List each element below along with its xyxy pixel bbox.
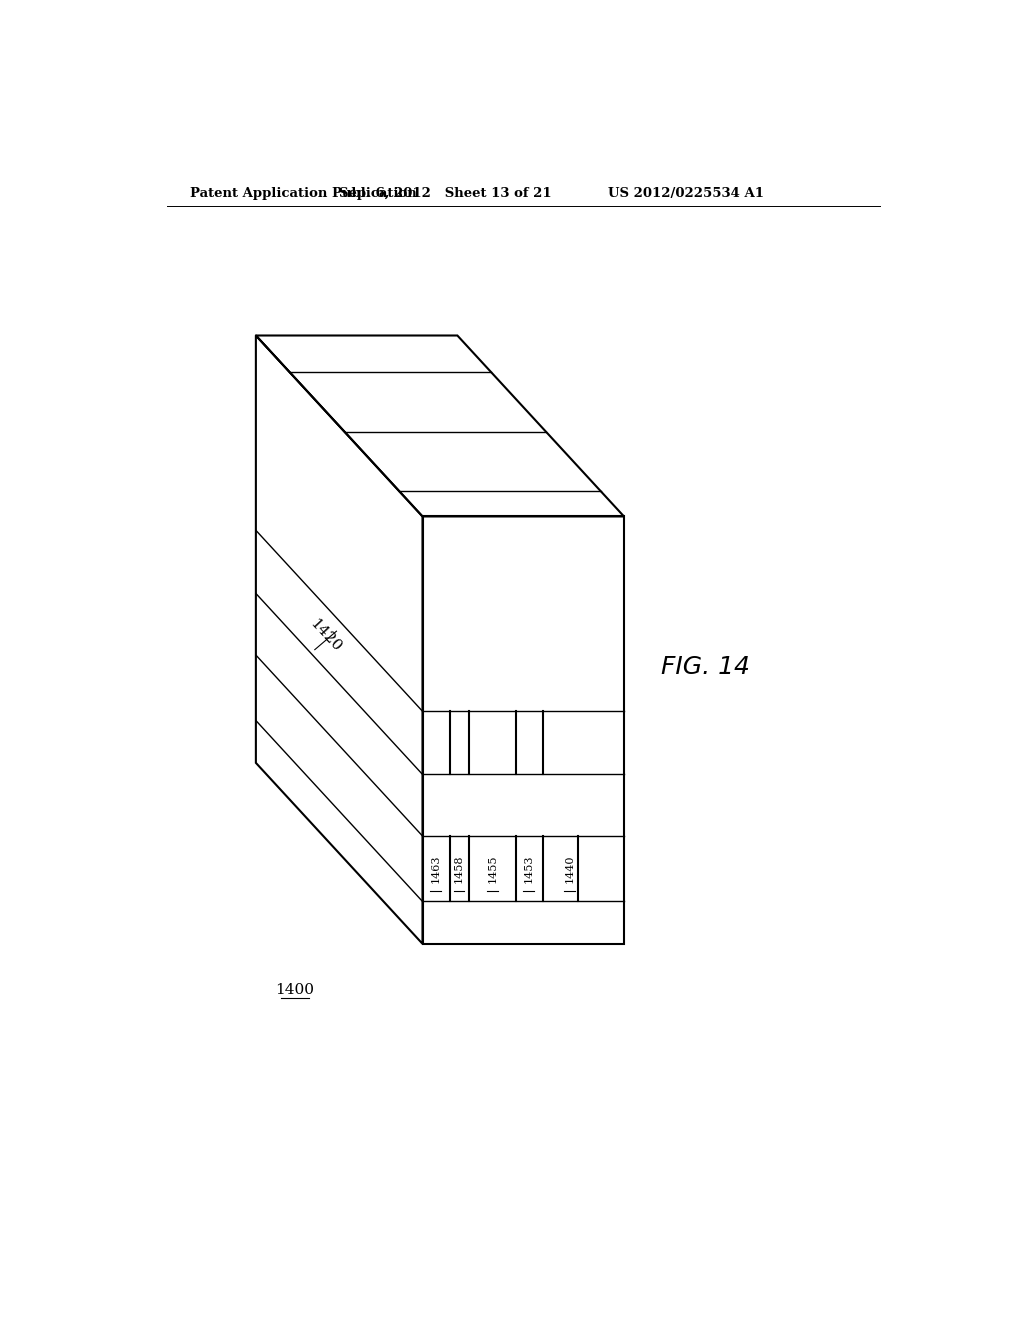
Text: Patent Application Publication: Patent Application Publication bbox=[190, 186, 417, 199]
Text: 1455: 1455 bbox=[487, 854, 498, 883]
Text: 1400: 1400 bbox=[275, 983, 314, 997]
Text: Sep. 6, 2012   Sheet 13 of 21: Sep. 6, 2012 Sheet 13 of 21 bbox=[339, 186, 552, 199]
Text: 1458: 1458 bbox=[454, 854, 464, 883]
Text: 1440: 1440 bbox=[565, 854, 574, 883]
Text: 1420: 1420 bbox=[307, 616, 344, 655]
Text: 1463: 1463 bbox=[431, 854, 440, 883]
Text: 1453: 1453 bbox=[523, 854, 534, 883]
Text: FIG. 14: FIG. 14 bbox=[660, 655, 750, 678]
Text: US 2012/0225534 A1: US 2012/0225534 A1 bbox=[608, 186, 765, 199]
